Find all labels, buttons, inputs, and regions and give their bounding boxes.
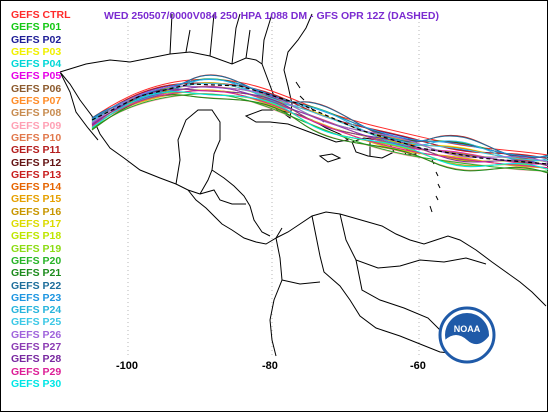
legend-entry: GEFS P20 xyxy=(11,254,62,267)
legend-entry: GEFS P23 xyxy=(11,291,62,304)
lon-label-80: -80 xyxy=(262,360,278,372)
ensemble-contour-line xyxy=(91,91,548,170)
legend-entry: GEFS P14 xyxy=(11,181,62,194)
legend-entry: GEFS P04 xyxy=(11,58,62,71)
legend-entry: GEFS P07 xyxy=(11,95,62,108)
legend-entry: GEFS P06 xyxy=(11,82,62,95)
legend-entry: GEFS P05 xyxy=(11,70,62,83)
legend-entry: GEFS P26 xyxy=(11,328,62,341)
map-title: WED 250507/0000V084 250 HPA 1088 DM - GF… xyxy=(104,10,439,22)
legend-entry: GEFS P03 xyxy=(11,45,62,58)
ensemble-contour-line xyxy=(91,88,548,167)
gfs-opr-dashed-contour xyxy=(91,83,548,165)
lon-label-100: -100 xyxy=(116,360,139,372)
coastlines xyxy=(59,13,547,357)
ensemble-contour-line xyxy=(91,85,548,163)
legend-entry: GEFS P21 xyxy=(11,267,62,280)
legend-entry: GEFS P11 xyxy=(11,144,61,157)
legend-entry: GEFS P17 xyxy=(11,218,62,231)
noaa-logo-text: NOAA xyxy=(454,324,481,334)
legend-entry: GEFS P22 xyxy=(11,279,62,292)
ensemble-contour-line xyxy=(91,86,548,165)
legend-entry: GEFS P30 xyxy=(11,377,62,390)
legend-entry: GEFS P16 xyxy=(11,205,62,218)
legend-entry: GEFS P10 xyxy=(11,131,62,144)
legend-entry: GEFS P24 xyxy=(11,304,62,317)
ensemble-contour-line xyxy=(91,90,548,169)
noaa-logo: NOAA xyxy=(438,306,496,364)
legend-entry: GEFS P29 xyxy=(11,365,62,378)
legend-entry: GEFS P25 xyxy=(11,316,62,329)
legend-entry: GEFS P02 xyxy=(11,33,62,46)
legend-entry: GEFS P28 xyxy=(11,353,62,366)
legend-entry: GEFS P01 xyxy=(11,21,62,34)
legend-entry: GEFS P08 xyxy=(11,107,62,120)
lon-label-60: -60 xyxy=(410,360,426,372)
legend: GEFS CTRL GEFS P01 GEFS P02 GEFS P03 GEFS P0… xyxy=(11,9,71,390)
legend-entry: GEFS P27 xyxy=(11,341,62,354)
legend-entry: GEFS CTRL xyxy=(11,9,71,21)
legend-entry: GEFS P19 xyxy=(11,242,62,255)
lon-gridlines xyxy=(127,14,420,355)
legend-entry: GEFS P09 xyxy=(11,119,62,132)
legend-entry: GEFS P15 xyxy=(11,193,62,206)
legend-entry: GEFS P18 xyxy=(11,230,62,243)
legend-entry: GEFS P13 xyxy=(11,168,62,181)
ensemble-contour-line xyxy=(91,93,548,172)
legend-entry: GEFS P12 xyxy=(11,156,62,169)
